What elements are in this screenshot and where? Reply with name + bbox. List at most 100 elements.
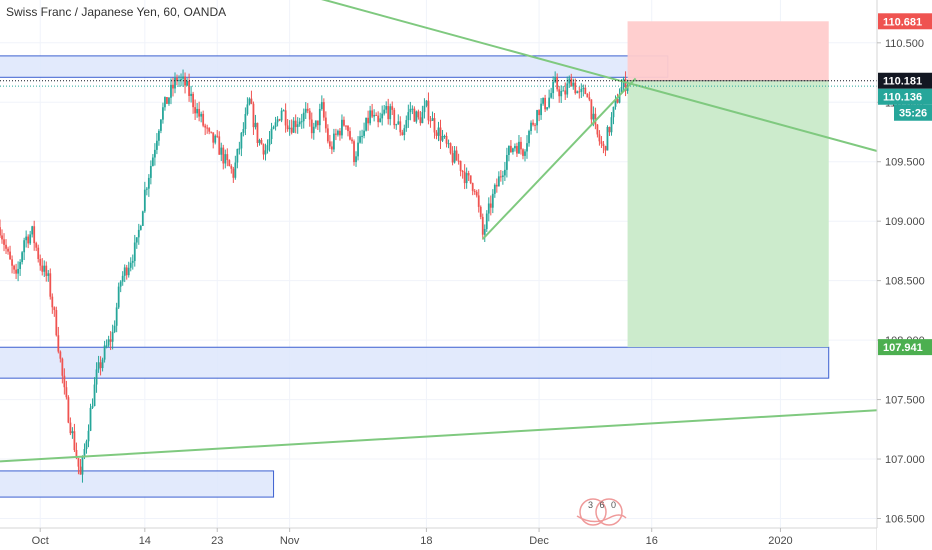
watermark-logo: 3 6 0 [576,498,627,526]
candle-body [168,97,170,104]
candle-body [598,134,601,142]
candle-body [91,406,94,408]
candle-body [256,122,259,143]
candle-body [469,175,472,184]
candle-body [620,86,623,94]
trendlines[interactable] [0,0,878,463]
candle-body [59,351,62,359]
candle-body [590,99,593,120]
candle-body [618,93,621,103]
candle-body [411,108,414,110]
candle-body [190,93,192,96]
candle-body [349,131,351,140]
candle-body [389,106,392,120]
countdown-badge-bg [894,104,932,121]
candle-body [222,147,225,164]
candle-body [5,244,7,249]
candle-body [83,449,86,457]
candle-body [1,235,3,240]
y-tick-label: 108.500 [885,276,925,288]
price-badge-bg [878,13,932,30]
candle-body [149,165,152,178]
candle-body [13,265,15,270]
candle-body [516,146,518,154]
time-axis-ticks[interactable]: Oct 14 23 Nov 18 Dec 16 2020 [32,528,793,547]
candle-body [123,267,126,276]
trendline-2[interactable] [482,77,637,240]
candle-body [174,77,176,89]
candle-body [614,99,617,107]
candle-body [479,206,482,217]
candle-body [505,154,508,170]
candle-body [35,243,38,248]
candle-body [510,145,512,153]
short-position-tool[interactable] [627,21,829,348]
candle-body [610,117,613,133]
candle-body [31,226,34,235]
candle-body [3,239,5,245]
candle-body [258,139,261,143]
candle-body [182,76,184,79]
watermark-ring-2 [595,498,623,526]
candle-body [89,407,92,431]
watermark-text: 3 6 0 [588,500,618,510]
candle-body [503,169,506,176]
candle-body [45,265,48,276]
candle-body [489,203,492,208]
candle-body [562,90,565,92]
candle-body [272,126,275,129]
zone-2[interactable] [0,470,275,498]
candle-body [107,339,110,346]
chart-title-text: Swiss Franc / Japanese Yen, 60, OANDA [6,5,226,19]
candle-body [413,108,416,122]
candle-body [564,90,567,95]
candlesticks [0,69,629,483]
candle-body [604,146,607,151]
y-tick-label: 107.000 [885,454,925,466]
candle-body [447,143,450,145]
candle-body [266,145,269,151]
candle-body [57,335,60,352]
candle-body [335,133,337,135]
candle-body [218,136,221,155]
candle-body [115,307,118,326]
candle-body [296,124,299,128]
candle-body [518,141,520,154]
candle-body [574,82,577,94]
candle-body [475,191,478,196]
candle-body [401,132,404,136]
candle-body [264,150,267,155]
candle-body [538,110,540,116]
candle-body [485,213,488,229]
countdown-label: 35:26 [899,108,927,120]
trendline-1[interactable] [0,409,878,463]
candle-body [606,126,609,151]
candle-body [290,127,293,133]
candle-body [234,162,237,178]
candle-body [284,110,287,126]
candle-body [145,188,148,190]
candle-body [39,258,42,266]
candle-body [481,216,484,235]
candle-body [578,91,581,93]
candle-body [508,145,510,155]
candle-body [318,108,321,126]
stop-loss-area[interactable] [627,21,829,81]
candle-body [252,103,255,128]
candle-body [230,166,233,169]
candle-body [63,375,66,388]
candle-body [304,108,307,113]
candle-body [451,153,454,163]
candle-body [403,128,406,136]
take-profit-area[interactable] [627,80,829,348]
candle-body [371,110,374,117]
candle-body [427,100,430,121]
candle-body [463,171,466,184]
candle-body [528,131,530,144]
price-badge-label: 110.681 [883,16,922,28]
trendline-0[interactable] [177,0,878,152]
candle-body [310,119,313,134]
candle-body [206,127,209,129]
zone-1[interactable] [0,346,830,379]
